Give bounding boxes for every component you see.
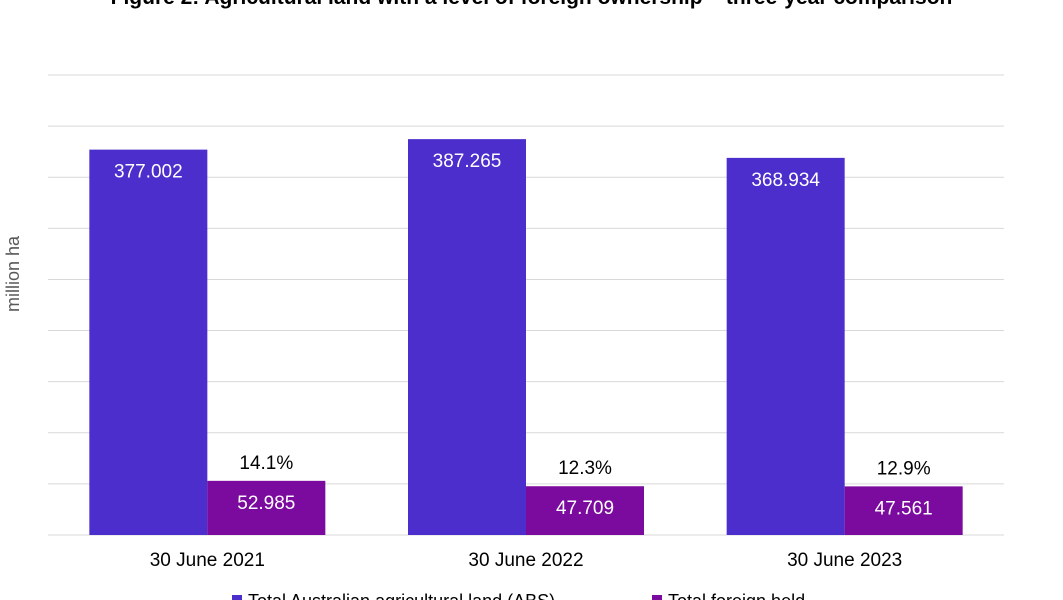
- bar-total-agricultural-land: [726, 157, 845, 535]
- legend-swatch: [232, 595, 242, 600]
- legend: Total Australian agricultural land (ABS)…: [232, 591, 805, 600]
- bar-value-label: 368.934: [751, 170, 820, 191]
- bar-value-label: 377.002: [114, 162, 183, 183]
- category-label: 30 June 2021: [150, 550, 265, 571]
- bar-value-label: 387.265: [433, 151, 502, 172]
- bar-value-label: 47.709: [556, 498, 614, 519]
- bars: [89, 139, 963, 536]
- percentage-annotation: 14.1%: [239, 453, 293, 474]
- bar-total-foreign-held: [844, 486, 963, 535]
- percentage-annotation: 12.9%: [877, 458, 931, 479]
- legend-swatch: [652, 595, 662, 600]
- category-label: 30 June 2023: [787, 550, 902, 571]
- bar-value-label: 47.561: [875, 498, 933, 519]
- bar-total-agricultural-land: [408, 139, 526, 536]
- legend-label: Total foreign held: [668, 591, 805, 600]
- bar-total-foreign-held: [526, 486, 644, 535]
- bar-total-foreign-held: [207, 480, 326, 535]
- category-label: 30 June 2022: [468, 550, 583, 571]
- chart-title: Figure 2: Agricultural land with a level…: [0, 0, 1063, 10]
- bar-value-label: 52.985: [237, 493, 295, 514]
- legend-label: Total Australian agricultural land (ABS): [248, 591, 555, 600]
- category-labels: 30 June 2021 30 June 2022 30 June 2023: [150, 550, 903, 571]
- bar-total-agricultural-land: [89, 149, 208, 535]
- y-axis-label: million ha: [3, 235, 23, 312]
- data-labels: 377.002 52.985 14.1% 387.265 47.709 12.3% 368.…: [114, 151, 933, 519]
- percentage-annotation: 12.3%: [558, 458, 612, 479]
